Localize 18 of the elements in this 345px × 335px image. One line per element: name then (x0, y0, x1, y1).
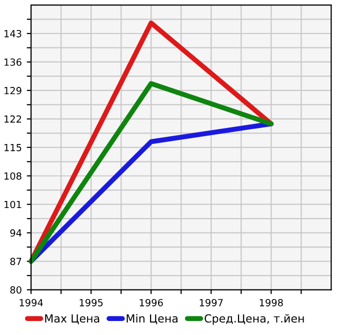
x-tick-label: 1994 (20, 298, 43, 306)
y-tick-label: 115 (4, 144, 22, 152)
y-tick-label: 101 (4, 200, 22, 208)
y-tick-label: 143 (4, 30, 22, 38)
y-tick-label: 108 (4, 172, 22, 180)
legend-label: Max Цена (45, 314, 100, 324)
y-tick-label: 80 (10, 286, 22, 294)
y-tick-label: 94 (10, 229, 22, 237)
y-tick-label: 87 (10, 258, 22, 266)
x-tick-label: 1998 (260, 298, 283, 306)
x-tick-label: 1996 (140, 298, 163, 306)
y-tick-label: 129 (4, 86, 22, 94)
y-tick-label: 136 (4, 58, 22, 66)
x-tick-label: 1997 (200, 298, 223, 306)
legend-label: Min Цена (126, 314, 178, 324)
x-tick-label: 1995 (80, 298, 103, 306)
y-tick-label: 122 (4, 115, 22, 123)
legend-label: Сред.Цена, т.йен (204, 314, 304, 325)
